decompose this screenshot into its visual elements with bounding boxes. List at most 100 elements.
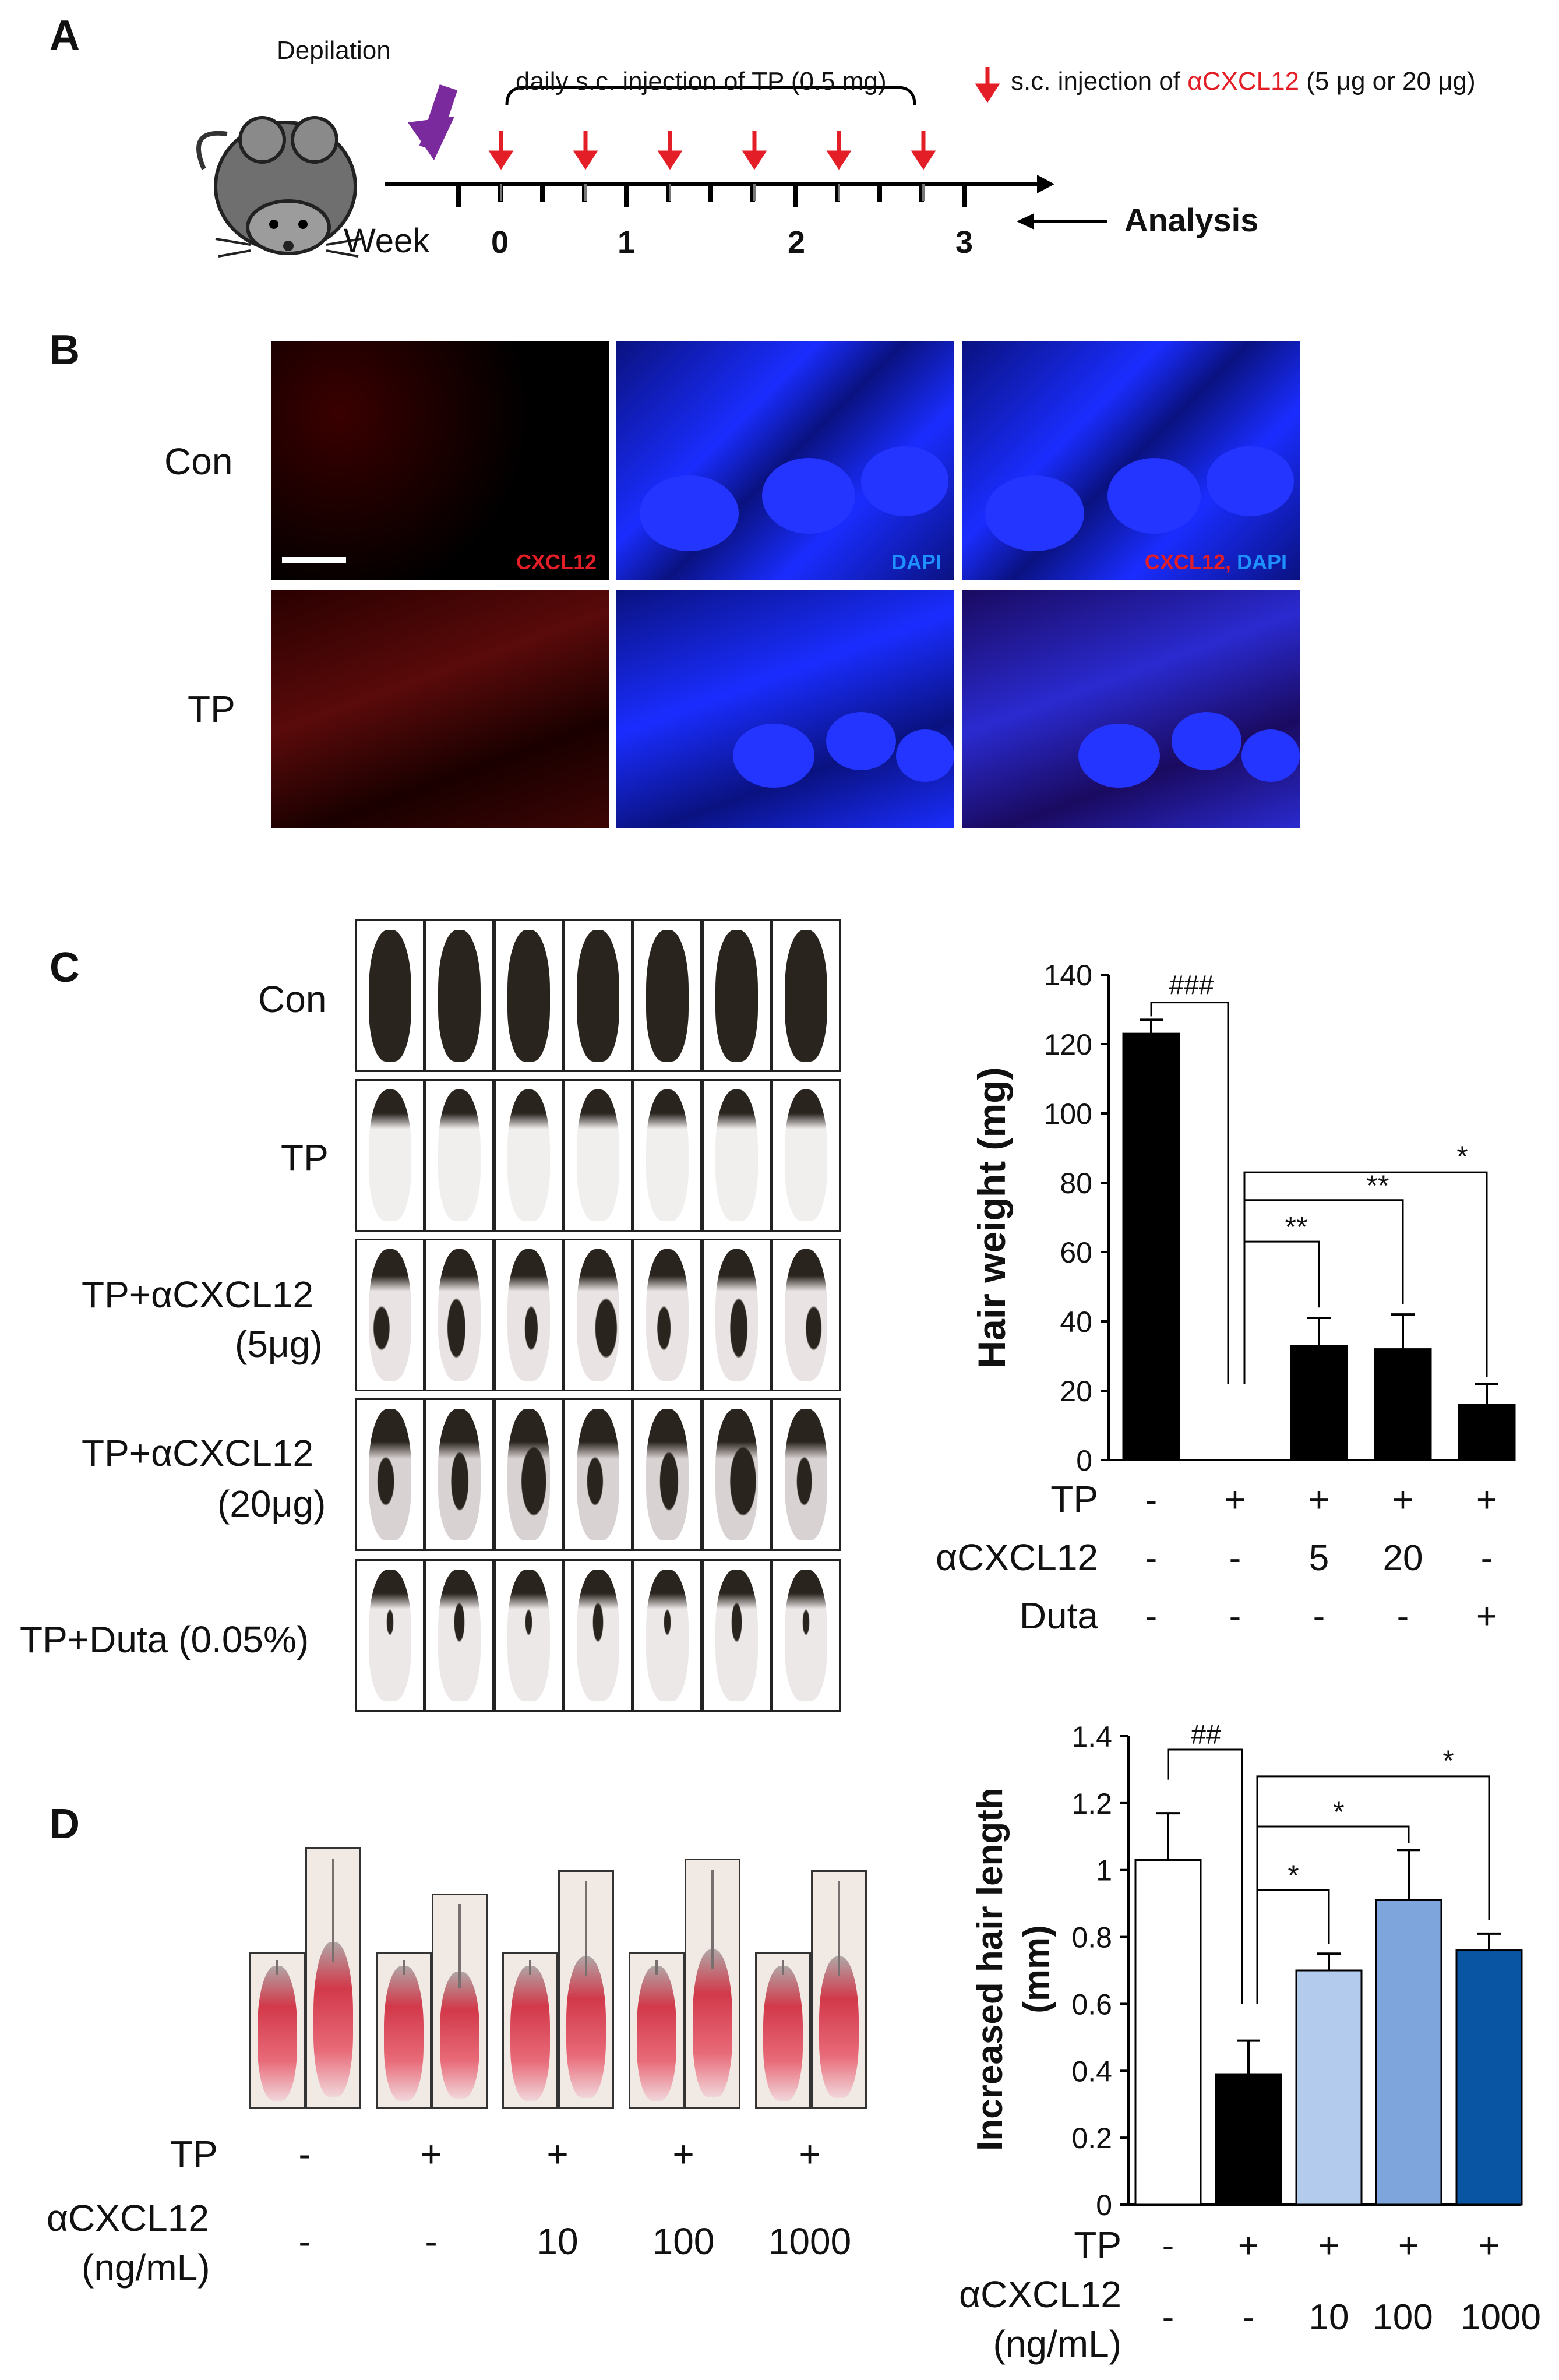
follicle-photo: [629, 1952, 685, 2109]
mouse-body: [577, 930, 619, 1062]
c-significance: ###: [1169, 970, 1214, 1000]
follicle-photo: [432, 1894, 488, 2109]
mouse-photo: [425, 1559, 494, 1712]
follicle-photo: [685, 1859, 740, 2109]
d-cxcl12-value: -: [425, 2220, 438, 2262]
follicle-body: [692, 1949, 733, 2098]
tag-merge-cxcl12: CXCL12: [1144, 550, 1225, 574]
c-row-label-tp-cxcl12-5: TP+αCXCL12: [82, 1274, 314, 1316]
follicle-body: [439, 1972, 480, 2099]
c-tick-label: 0: [1076, 1444, 1092, 1477]
week-tick-3: 3: [955, 225, 974, 260]
hair-shaft: [276, 1959, 278, 1975]
mouse-photo: [771, 1559, 841, 1712]
follicle-body: [383, 1966, 424, 2102]
mouse-body: [577, 1570, 619, 1701]
cxcl12-name: αCXCL12: [1187, 67, 1300, 96]
c-row-value: -: [1145, 1480, 1158, 1520]
tag-cxcl12: CXCL12: [516, 550, 597, 574]
mouse-photo: [563, 1398, 633, 1551]
mouse-photo: [563, 1239, 633, 1391]
mouse-illustration: [196, 116, 362, 258]
d-tick-label: 0.8: [1071, 1921, 1112, 1954]
c-row-label-tp-cxcl12-20: TP+αCXCL12: [82, 1432, 314, 1474]
c-row-value: +: [1392, 1480, 1413, 1520]
mouse-photo: [702, 919, 771, 1072]
mouse-photo: [425, 919, 494, 1072]
mouse-photo: [355, 1239, 425, 1391]
tag-dapi: DAPI: [891, 550, 941, 574]
row-label-con: Con: [164, 440, 233, 482]
c-tick-label: 120: [1044, 1028, 1092, 1061]
d-bar: [1295, 1969, 1363, 2206]
panel-letter-d: D: [50, 1801, 80, 1847]
tag-merge-sep: ,: [1225, 550, 1237, 574]
c-row-value: -: [1397, 1596, 1409, 1637]
d-bar: [1375, 1899, 1442, 2206]
micrograph-con-merge: CXCL12, DAPI: [962, 341, 1300, 580]
follicle-body: [313, 1941, 354, 2097]
d-bar: [1134, 1859, 1202, 2206]
week-tick-2: 2: [788, 225, 806, 260]
d-row-value: 10: [1309, 2297, 1349, 2337]
mouse-body: [438, 930, 481, 1062]
c-row-label: Duta: [1020, 1595, 1099, 1637]
c-tick-label: 40: [1060, 1306, 1092, 1338]
c-row-value: -: [1313, 1596, 1325, 1637]
d-tick-label: 1: [1096, 1854, 1112, 1887]
c-row-label: αCXCL12: [936, 1536, 1098, 1578]
mouse-photo: [702, 1559, 771, 1712]
mouse-body: [438, 1409, 481, 1540]
mouse-photo: [494, 1239, 563, 1391]
d-bracket: [1167, 1748, 1243, 2004]
c-row-label-20ug: (20μg): [217, 1483, 326, 1525]
follicle-photo: [502, 1952, 558, 2109]
c-tick-label: 80: [1060, 1167, 1092, 1200]
hair-shaft: [332, 1859, 334, 1963]
mouse-body: [785, 1089, 827, 1221]
mouse-body: [646, 1570, 689, 1701]
mouse-photo: [563, 1559, 633, 1712]
mouse-photo: [355, 919, 425, 1072]
d-row-value: +: [1398, 2226, 1419, 2266]
mouse-body: [785, 1409, 827, 1540]
mouse-body: [369, 1089, 411, 1221]
mouse-photo: [425, 1239, 494, 1391]
d-cxcl12-value: 1000: [768, 2220, 852, 2262]
c-row-value: -: [1229, 1538, 1241, 1578]
d-significance: *: [1442, 1744, 1454, 1777]
panel-letter-a: A: [50, 12, 80, 59]
follicle-photo: [376, 1952, 432, 2109]
tp-injection-label: daily s.c. injection of TP (0.5 mg): [516, 67, 887, 96]
hair-shaft: [458, 1903, 461, 1989]
hair-shaft: [711, 1870, 714, 1969]
timeline: [385, 67, 1107, 230]
d-y-axis-label: Increased hair length: [970, 1787, 1010, 2151]
mouse-body: [785, 1249, 827, 1381]
micrograph-con-dapi: DAPI: [616, 341, 954, 580]
c-row-label-tp: TP: [281, 1137, 329, 1179]
d-row-label: TP: [1074, 2224, 1121, 2266]
cxcl12-injection-label: s.c. injection of αCXCL12 (5 μg or 20 μg…: [1011, 67, 1476, 96]
c-bracket: [1150, 1002, 1229, 1384]
mouse-photo: [702, 1398, 771, 1551]
c-row-value: +: [1225, 1480, 1246, 1520]
d-tick-label: 1.2: [1071, 1787, 1112, 1820]
mouse-photo: [425, 1079, 494, 1232]
mouse-body: [646, 1089, 689, 1221]
d-row-value: 100: [1373, 2297, 1433, 2337]
red-arrows: [488, 67, 1000, 170]
mouse-photo: [494, 1559, 563, 1712]
mouse-photo: [633, 1079, 702, 1232]
c-row-value: +: [1476, 1480, 1497, 1520]
follicle-body: [763, 1966, 803, 2102]
mouse-photo: [633, 919, 702, 1072]
mouse-body: [369, 1249, 411, 1381]
c-row-value: 5: [1309, 1538, 1329, 1578]
scale-bar: [282, 557, 346, 563]
mouse-body: [507, 930, 550, 1062]
analysis-label: Analysis: [1124, 202, 1259, 238]
c-bar: [1458, 1404, 1516, 1461]
